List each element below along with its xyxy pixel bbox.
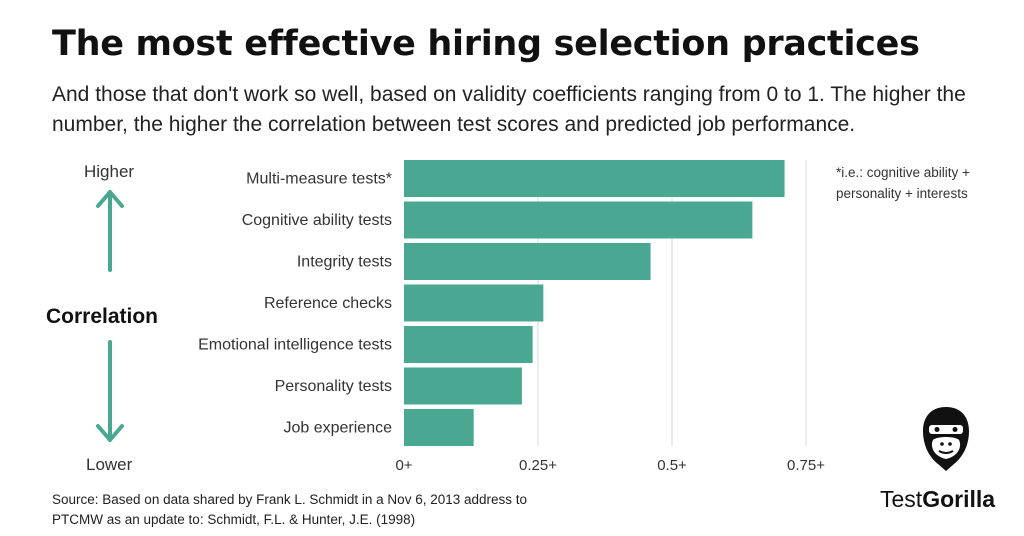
x-tick-label: 0.75+ xyxy=(787,457,825,474)
footnote: *i.e.: cognitive ability + personality +… xyxy=(836,165,970,201)
category-label: Reference checks xyxy=(264,295,392,312)
category-label: Job experience xyxy=(283,420,392,437)
brand-name-part1: Test xyxy=(880,486,923,512)
bar xyxy=(404,284,544,322)
bar xyxy=(404,367,522,405)
x-tick-label: 0.5+ xyxy=(657,457,687,474)
category-label: Multi-measure tests* xyxy=(246,171,392,188)
bar-chart: Multi-measure tests* Cognitive ability te… xyxy=(198,160,825,474)
correlation-label: Correlation xyxy=(46,305,159,328)
bar xyxy=(404,160,785,197)
brand-name: TestGorilla xyxy=(880,486,995,513)
brand-name-part2: Gorilla xyxy=(922,486,996,512)
category-label: Emotional intelligence tests xyxy=(198,337,392,354)
category-label: Integrity tests xyxy=(297,254,392,271)
bar xyxy=(404,326,533,363)
source-note: Source: Based on data shared by Frank L.… xyxy=(52,492,528,527)
bar xyxy=(404,201,753,239)
lower-label: Lower xyxy=(86,455,133,474)
bar xyxy=(404,243,651,280)
x-tick-label: 0.25+ xyxy=(519,457,557,474)
category-label: Personality tests xyxy=(275,378,392,395)
chart-subtitle: And those that don't work so well, based… xyxy=(52,83,966,136)
gorilla-logo-icon xyxy=(923,407,969,471)
correlation-arrow-icon xyxy=(96,190,124,442)
higher-label: Higher xyxy=(84,162,135,181)
category-label: Cognitive ability tests xyxy=(242,212,392,229)
chart-title: The most effective hiring selection prac… xyxy=(52,24,920,64)
bar xyxy=(404,409,474,446)
x-tick-label: 0+ xyxy=(395,457,412,474)
